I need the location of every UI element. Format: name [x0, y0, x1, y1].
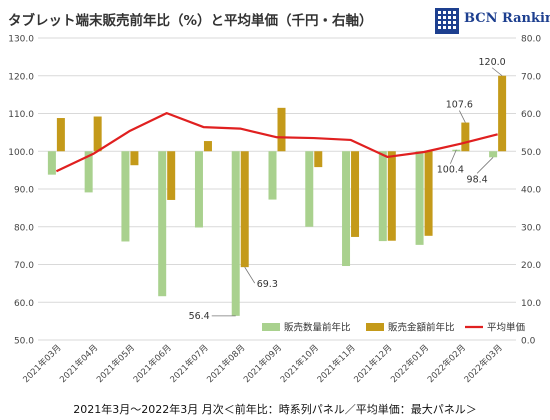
left-axis-tick-label: 130.0: [8, 35, 34, 45]
amount-bar: [277, 107, 286, 152]
legend-label: 平均単価: [487, 322, 526, 334]
data-label: 69.3: [257, 279, 278, 290]
legend-label: 販売数量前年比: [284, 322, 351, 334]
data-label: 56.4: [189, 311, 210, 322]
x-axis-category-label: 2021年11月: [315, 342, 358, 385]
left-axis-tick-label: 50.0: [14, 337, 34, 347]
amount-bar: [351, 151, 360, 237]
quantity-bar: [489, 151, 498, 158]
legend-swatch: [366, 323, 384, 331]
right-axis-tick-label: 20.0: [521, 261, 541, 271]
amount-bar: [314, 151, 323, 168]
amount-bar: [461, 122, 470, 152]
amount-bar: [167, 151, 176, 200]
x-axis-category-label: 2021年07月: [168, 342, 211, 385]
x-axis-category-label: 2022年02月: [425, 342, 468, 385]
right-axis-tick-label: 60.0: [521, 110, 541, 120]
quantity-bar: [268, 151, 277, 200]
left-axis-tick-label: 120.0: [8, 72, 34, 82]
quantity-bar: [47, 151, 56, 175]
x-axis-category-label: 2021年03月: [21, 342, 64, 385]
left-axis-tick-label: 90.0: [14, 186, 34, 196]
x-axis-category-label: 2021年08月: [205, 342, 248, 385]
data-label: 100.4: [437, 165, 464, 176]
left-axis-tick-label: 60.0: [14, 299, 34, 309]
legend-label: 販売金額前年比: [388, 322, 455, 334]
building-icon: [435, 8, 459, 34]
chart-caption: 2021年3月～2022年3月 月次＜前年比：時系列パネル／平均単価：最大パネル…: [73, 403, 477, 416]
x-axis-category-label: 2021年09月: [241, 342, 284, 385]
right-axis-tick-label: 40.0: [521, 186, 541, 196]
left-axis-tick-label: 70.0: [14, 261, 34, 271]
quantity-bar: [342, 151, 351, 267]
x-axis-category-label: 2021年06月: [131, 342, 174, 385]
amount-bar: [498, 75, 507, 152]
right-axis-tick-label: 50.0: [521, 148, 541, 158]
quantity-bar: [158, 151, 167, 297]
x-axis-category-label: 2022年01月: [388, 342, 431, 385]
right-axis-tick-label: 30.0: [521, 223, 541, 233]
right-axis-tick-label: 70.0: [521, 72, 541, 82]
quantity-bar: [305, 151, 314, 227]
amount-bar: [424, 151, 433, 236]
combo-chart: 50.0 60.0 70.0 80.0 90.0 100.0 110.0 120.0 130.0…: [8, 35, 541, 386]
right-axis-tick-label: 10.0: [521, 299, 541, 309]
left-axis-tick-label: 110.0: [8, 110, 34, 120]
logo-text: BCN Ranking: [464, 11, 550, 26]
amount-bar: [93, 116, 102, 152]
quantity-bar: [378, 151, 387, 242]
chart-title: タブレット端末販売前年比（%）と平均単価（千円・右軸）: [8, 13, 373, 29]
amount-bar: [56, 118, 65, 152]
quantity-bar: [415, 151, 424, 245]
x-axis-category-label: 2021年04月: [58, 342, 101, 385]
amount-bar: [240, 151, 249, 268]
data-label: 107.6: [446, 100, 473, 111]
data-label-leader: [244, 266, 256, 284]
left-axis-tick-label: 80.0: [14, 223, 34, 233]
data-label-leader: [476, 157, 494, 174]
average-price-line: [55, 112, 498, 173]
amount-bar: [203, 141, 212, 152]
bcn-ranking-logo: BCN Ranking: [434, 4, 550, 38]
quantity-bar: [194, 151, 203, 228]
quantity-bar: [121, 151, 130, 242]
data-label-leader: [458, 110, 466, 123]
data-label: 98.4: [467, 174, 488, 185]
x-axis-category-label: 2021年12月: [352, 342, 395, 385]
legend-swatch: [262, 323, 280, 331]
right-axis-tick-label: 0.0: [521, 337, 536, 347]
quantity-bar: [231, 151, 240, 316]
x-axis-category-label: 2022年03月: [462, 342, 505, 385]
x-axis-category-label: 2021年05月: [94, 342, 137, 385]
x-axis-category-label: 2021年10月: [278, 342, 321, 385]
quantity-bar: [84, 151, 93, 193]
amount-bar: [130, 151, 139, 166]
left-axis-tick-label: 100.0: [8, 148, 34, 158]
data-label: 120.0: [479, 57, 506, 68]
right-axis-tick-label: 80.0: [521, 35, 541, 45]
data-label-leader: [449, 149, 457, 164]
amount-bar: [387, 151, 396, 241]
data-label-leader: [491, 67, 503, 77]
